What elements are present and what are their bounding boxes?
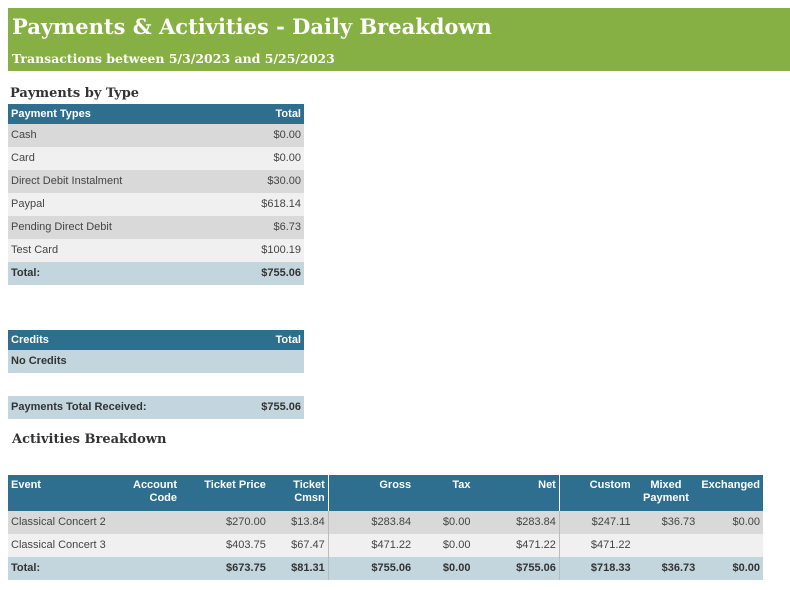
tax-cell: $0.00 — [414, 511, 474, 534]
ticket-price-cell: $270.00 — [180, 511, 269, 534]
account-code-total — [110, 557, 180, 580]
col-mixed-payment: Mixed Payment — [633, 475, 699, 511]
report-title: Payments & Activities - Daily Breakdown — [12, 14, 492, 39]
ticket-cmsn-cell: $67.47 — [268, 534, 329, 557]
payments-total-received-value: $755.06 — [231, 396, 304, 419]
table-header-row: Payment Types Total — [8, 104, 304, 124]
tax-total: $0.00 — [414, 557, 474, 580]
gross-cell: $471.22 — [327, 534, 415, 557]
total-label: Total: — [8, 557, 111, 580]
no-credits-text: No Credits — [8, 350, 304, 373]
payments-by-type-title: Payments by Type — [10, 86, 140, 101]
payment-total-cell: $618.14 — [220, 193, 304, 216]
payment-total-cell: $0.00 — [220, 124, 304, 147]
event-cell: Classical Concert 2 — [8, 511, 111, 534]
col-total: Total — [231, 330, 304, 350]
exchanged-cell: $0.00 — [698, 511, 763, 534]
table-row: Cash $0.00 — [8, 124, 304, 147]
col-custom: Custom — [558, 475, 634, 511]
credits-table: Credits Total No Credits Payments Total … — [8, 330, 304, 419]
mixed-payment-cell: $36.73 — [633, 511, 699, 534]
custom-total: $718.33 — [558, 557, 634, 580]
custom-cell: $471.22 — [558, 534, 634, 557]
payment-type-cell: Direct Debit Instalment — [8, 170, 221, 193]
col-gross: Gross — [327, 475, 415, 511]
payment-total-cell: $6.73 — [220, 216, 304, 239]
payment-type-cell: Test Card — [8, 239, 221, 262]
net-total: $755.06 — [473, 557, 560, 580]
tax-cell: $0.00 — [414, 534, 474, 557]
payment-type-cell: Paypal — [8, 193, 221, 216]
net-cell: $471.22 — [473, 534, 560, 557]
gross-cell: $283.84 — [327, 511, 415, 534]
col-payment-types: Payment Types — [8, 104, 221, 124]
col-exchanged: Exchanged — [698, 475, 763, 511]
table-header-row: Credits Total — [8, 330, 304, 350]
table-row: Direct Debit Instalment $30.00 — [8, 170, 304, 193]
ticket-cmsn-total: $81.31 — [268, 557, 329, 580]
col-account-code: Account Code — [110, 475, 180, 511]
payment-type-cell: Card — [8, 147, 221, 170]
activities-breakdown-title: Activities Breakdown — [12, 432, 167, 447]
exchanged-cell — [698, 534, 763, 557]
ticket-price-total: $673.75 — [180, 557, 269, 580]
col-event: Event — [8, 475, 111, 511]
event-cell: Classical Concert 3 — [8, 534, 111, 557]
table-row: Classical Concert 3 $403.75 $67.47 $471.… — [8, 534, 763, 557]
col-ticket-cmsn: Ticket Cmsn — [268, 475, 329, 511]
table-row: Classical Concert 2 $270.00 $13.84 $283.… — [8, 511, 763, 534]
custom-cell: $247.11 — [558, 511, 634, 534]
ticket-price-cell: $403.75 — [180, 534, 269, 557]
col-credits: Credits — [8, 330, 232, 350]
ticket-cmsn-cell: $13.84 — [268, 511, 329, 534]
net-cell: $283.84 — [473, 511, 560, 534]
table-row: Test Card $100.19 — [8, 239, 304, 262]
col-tax: Tax — [414, 475, 474, 511]
payments-by-type-table: Payment Types Total Cash $0.00 Card $0.0… — [8, 104, 304, 285]
total-value: $755.06 — [220, 262, 304, 285]
mixed-payment-total: $36.73 — [633, 557, 699, 580]
payment-total-cell: $100.19 — [220, 239, 304, 262]
gross-total: $755.06 — [327, 557, 415, 580]
total-row: Total: $673.75 $81.31 $755.06 $0.00 $755… — [8, 557, 763, 580]
spacer-row — [8, 373, 304, 396]
payments-total-received-row: Payments Total Received: $755.06 — [8, 396, 304, 419]
payment-type-cell: Cash — [8, 124, 221, 147]
report-date-range: Transactions between 5/3/2023 and 5/25/2… — [12, 51, 335, 66]
col-ticket-price: Ticket Price — [180, 475, 269, 511]
payment-total-cell: $0.00 — [220, 147, 304, 170]
payments-total-received-label: Payments Total Received: — [8, 396, 232, 419]
exchanged-total: $0.00 — [698, 557, 763, 580]
account-code-cell — [110, 534, 180, 557]
total-row: Total: $755.06 — [8, 262, 304, 285]
account-code-cell — [110, 511, 180, 534]
table-row: Pending Direct Debit $6.73 — [8, 216, 304, 239]
payment-total-cell: $30.00 — [220, 170, 304, 193]
col-net: Net — [473, 475, 560, 511]
no-credits-row: No Credits — [8, 350, 304, 373]
activities-table: Event Account Code Ticket Price Ticket Cms… — [8, 475, 763, 580]
table-row: Paypal $618.14 — [8, 193, 304, 216]
mixed-payment-cell — [633, 534, 699, 557]
report-header-banner: Payments & Activities - Daily Breakdown … — [8, 8, 790, 71]
payment-type-cell: Pending Direct Debit — [8, 216, 221, 239]
table-header-row: Event Account Code Ticket Price Ticket Cms… — [8, 475, 763, 511]
col-total: Total — [220, 104, 304, 124]
total-label: Total: — [8, 262, 221, 285]
table-row: Card $0.00 — [8, 147, 304, 170]
